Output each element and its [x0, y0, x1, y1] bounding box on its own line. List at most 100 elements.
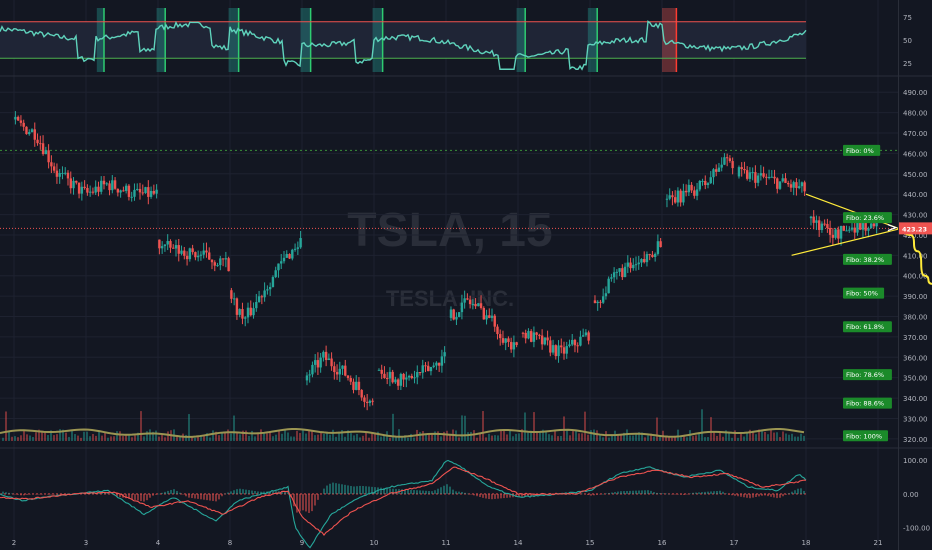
volume-bar — [428, 434, 430, 441]
time-axis[interactable]: 2 3 4 8 9 10 11 14 15 16 17 18 21 — [12, 539, 883, 547]
candle — [803, 182, 806, 192]
macd-histogram-bar — [626, 490, 628, 494]
price-tick-label: 410.00 — [903, 252, 928, 260]
candle — [784, 178, 787, 183]
candle — [388, 371, 392, 379]
volume-bar — [392, 413, 394, 441]
macd-histogram-bar — [257, 491, 259, 494]
volume-bar — [479, 433, 481, 441]
candle — [174, 245, 178, 249]
macd-histogram-bar — [437, 488, 439, 494]
candle — [676, 190, 680, 203]
macd-histogram-bar — [728, 493, 730, 495]
candle — [86, 187, 89, 193]
macd-histogram-bar — [713, 491, 715, 494]
rsi-panel[interactable]: 75 50 25 — [0, 8, 932, 72]
macd-histogram-bar — [686, 493, 688, 495]
candle — [196, 255, 200, 258]
time-tick-label: 11 — [442, 539, 451, 547]
volume-bar — [272, 436, 274, 441]
macd-histogram-bar — [746, 493, 748, 498]
macd-panel[interactable]: 100.00 0.00 -100.00 — [0, 457, 930, 549]
macd-histogram-bar — [47, 493, 49, 495]
volume-bar — [488, 433, 490, 441]
volume-bar — [749, 429, 751, 441]
volume-bar — [581, 433, 583, 441]
volume-bar — [95, 435, 97, 441]
candle — [698, 181, 701, 190]
macd-line — [0, 459, 807, 549]
volume-bar — [404, 435, 406, 441]
apex-arrow — [887, 224, 898, 232]
volume-bar — [650, 433, 652, 441]
macd-histogram-bar — [362, 486, 364, 494]
candle — [867, 228, 870, 231]
volume-bar — [695, 435, 697, 441]
macd-histogram-bar — [314, 493, 316, 506]
macd-histogram-bar — [368, 486, 370, 494]
candle — [488, 315, 491, 318]
candle — [183, 250, 186, 256]
macd-histogram-bar — [350, 485, 352, 494]
volume-bar — [137, 432, 139, 441]
macd-histogram-bar — [50, 493, 52, 495]
candle — [773, 176, 776, 179]
macd-histogram-bar — [473, 493, 475, 496]
candle — [629, 262, 632, 269]
candle — [105, 183, 108, 185]
candle — [457, 312, 461, 318]
macd-histogram-bar — [419, 490, 421, 494]
volume-bar — [203, 435, 205, 441]
rsi-signal-zone — [587, 8, 598, 72]
candle — [249, 307, 252, 316]
candle — [319, 357, 322, 368]
macd-histogram-bar — [464, 492, 466, 494]
price-tick-label: 370.00 — [903, 334, 928, 342]
volume-bar — [443, 431, 445, 441]
candle — [155, 189, 158, 194]
volume-bar — [446, 430, 448, 441]
macd-histogram-bar — [614, 492, 616, 494]
macd-histogram-bar — [455, 491, 457, 494]
macd-histogram-bar — [620, 491, 622, 494]
candle — [815, 220, 818, 223]
volume-bar — [758, 429, 760, 441]
price-panel[interactable]: 490.00 480.00 470.00 460.00 450.00 440.00 430.… — [0, 89, 932, 444]
candle — [712, 169, 715, 178]
volume-bar — [731, 437, 733, 441]
candle — [308, 374, 311, 376]
volume-bar — [785, 433, 787, 441]
time-tick-label: 8 — [228, 539, 232, 547]
candle — [437, 362, 441, 366]
candle — [706, 183, 710, 186]
macd-histogram-bar — [200, 493, 202, 500]
volume-bar — [803, 435, 805, 441]
macd-histogram-bar — [695, 492, 697, 494]
volume-bar — [629, 435, 631, 441]
volume-bar — [149, 429, 151, 441]
candle — [66, 172, 70, 179]
macd-histogram-bar — [755, 493, 757, 497]
candle — [368, 400, 372, 403]
volume-bar — [434, 431, 436, 441]
macd-histogram-bar — [650, 490, 652, 494]
rsi-tick-label: 25 — [903, 60, 912, 68]
candle — [396, 379, 400, 386]
volume-bar — [725, 430, 727, 441]
candle — [274, 270, 277, 278]
macd-histogram-bar — [800, 488, 802, 494]
macd-histogram-bar — [173, 489, 175, 494]
candle — [322, 351, 325, 358]
volume-bar — [302, 430, 304, 441]
macd-histogram-bar — [470, 493, 472, 495]
macd-histogram-bar — [596, 493, 598, 495]
volume-bar — [293, 436, 295, 441]
candle — [80, 186, 84, 194]
volume-bar — [767, 434, 769, 441]
candle — [455, 317, 458, 320]
macd-histogram-bar — [677, 493, 679, 495]
macd-histogram-bar — [392, 488, 394, 494]
macd-histogram-bar — [635, 490, 637, 494]
volume-bar — [308, 429, 310, 441]
